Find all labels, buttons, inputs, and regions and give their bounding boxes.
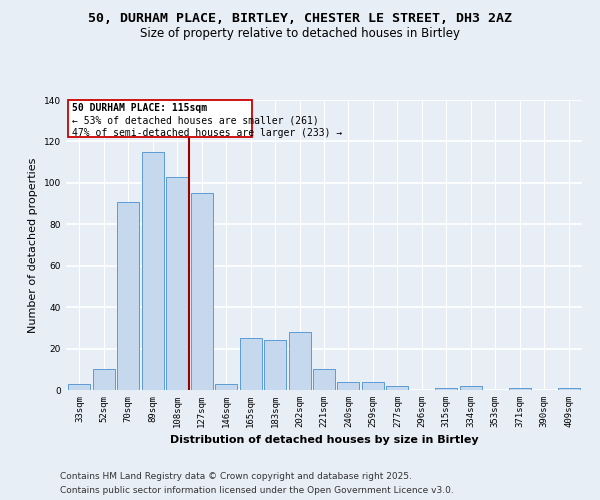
Bar [362,382,384,390]
Text: 50 DURHAM PLACE: 115sqm: 50 DURHAM PLACE: 115sqm [72,103,207,113]
Bar [191,193,213,390]
Bar [289,332,311,390]
Bar [118,202,139,390]
Bar [215,384,237,390]
Text: ← 53% of detached houses are smaller (261): ← 53% of detached houses are smaller (26… [72,116,319,126]
Bar [264,340,286,390]
Bar [68,100,252,138]
Bar [313,370,335,390]
Bar [557,388,580,390]
Text: 47% of semi-detached houses are larger (233) →: 47% of semi-detached houses are larger (… [72,128,343,138]
Bar [142,152,164,390]
Bar [239,338,262,390]
X-axis label: Distribution of detached houses by size in Birtley: Distribution of detached houses by size … [170,436,478,446]
Text: 50, DURHAM PLACE, BIRTLEY, CHESTER LE STREET, DH3 2AZ: 50, DURHAM PLACE, BIRTLEY, CHESTER LE ST… [88,12,512,26]
Bar [337,382,359,390]
Bar [386,386,409,390]
Bar [460,386,482,390]
Text: Contains public sector information licensed under the Open Government Licence v3: Contains public sector information licen… [60,486,454,495]
Text: Contains HM Land Registry data © Crown copyright and database right 2025.: Contains HM Land Registry data © Crown c… [60,472,412,481]
Bar [93,370,115,390]
Text: Size of property relative to detached houses in Birtley: Size of property relative to detached ho… [140,28,460,40]
Y-axis label: Number of detached properties: Number of detached properties [28,158,38,332]
Bar [509,388,530,390]
Bar [166,176,188,390]
Bar [68,384,91,390]
Bar [435,388,457,390]
